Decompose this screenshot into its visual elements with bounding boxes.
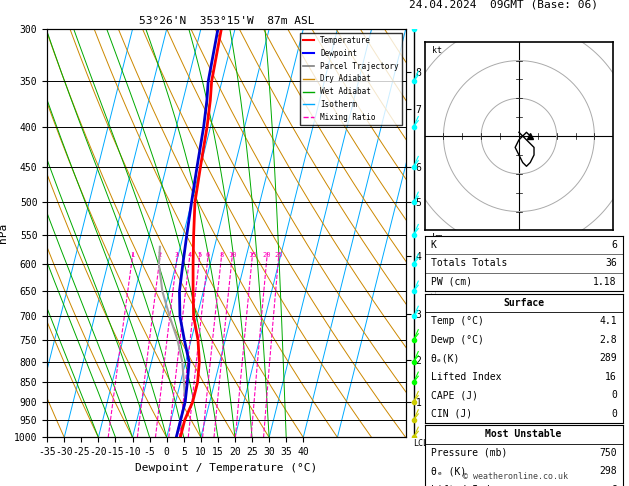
Text: 25: 25 <box>274 253 283 259</box>
Text: PW (cm): PW (cm) <box>430 277 472 287</box>
Text: Surface: Surface <box>503 298 544 308</box>
Text: 20: 20 <box>262 253 271 259</box>
Text: CIN (J): CIN (J) <box>430 409 472 418</box>
Text: 298: 298 <box>599 467 617 476</box>
Text: 3: 3 <box>175 253 179 259</box>
Title: 53°26'N  353°15'W  87m ASL: 53°26'N 353°15'W 87m ASL <box>138 16 314 26</box>
Text: Temp (°C): Temp (°C) <box>430 316 484 326</box>
Text: 2: 2 <box>158 253 162 259</box>
Text: 15: 15 <box>248 253 257 259</box>
Text: Mixing Ratio (g/kg): Mixing Ratio (g/kg) <box>430 247 439 342</box>
Text: 750: 750 <box>599 448 617 458</box>
Text: 5: 5 <box>198 253 201 259</box>
Text: Totals Totals: Totals Totals <box>430 259 507 268</box>
Y-axis label: km
ASL: km ASL <box>429 233 447 255</box>
Text: 6: 6 <box>611 240 617 250</box>
Text: 8: 8 <box>611 485 617 486</box>
Text: θₑ(K): θₑ(K) <box>430 353 460 363</box>
Text: 16: 16 <box>605 372 617 382</box>
Text: LCL: LCL <box>413 439 428 449</box>
Text: Lifted Index: Lifted Index <box>430 372 501 382</box>
Text: 0: 0 <box>611 409 617 418</box>
Text: 24.04.2024  09GMT (Base: 06): 24.04.2024 09GMT (Base: 06) <box>409 0 598 10</box>
X-axis label: Dewpoint / Temperature (°C): Dewpoint / Temperature (°C) <box>135 463 318 473</box>
Text: Dewp (°C): Dewp (°C) <box>430 335 484 345</box>
Text: 36: 36 <box>605 259 617 268</box>
Text: Lifted Index: Lifted Index <box>430 485 501 486</box>
Text: 289: 289 <box>599 353 617 363</box>
Text: 4: 4 <box>187 253 192 259</box>
Text: 1: 1 <box>130 253 135 259</box>
Text: K: K <box>430 240 437 250</box>
Text: 0: 0 <box>611 390 617 400</box>
Text: 10: 10 <box>228 253 237 259</box>
Text: 1.18: 1.18 <box>593 277 617 287</box>
Text: © weatheronline.co.uk: © weatheronline.co.uk <box>464 472 568 481</box>
Text: Pressure (mb): Pressure (mb) <box>430 448 507 458</box>
Text: 8: 8 <box>219 253 223 259</box>
Text: 6: 6 <box>206 253 210 259</box>
Text: 4.1: 4.1 <box>599 316 617 326</box>
Y-axis label: hPa: hPa <box>0 223 8 243</box>
Text: θₑ (K): θₑ (K) <box>430 467 465 476</box>
Text: CAPE (J): CAPE (J) <box>430 390 477 400</box>
Text: 2.8: 2.8 <box>599 335 617 345</box>
Text: kt: kt <box>432 46 442 55</box>
Text: Most Unstable: Most Unstable <box>486 430 562 439</box>
Legend: Temperature, Dewpoint, Parcel Trajectory, Dry Adiabat, Wet Adiabat, Isotherm, Mi: Temperature, Dewpoint, Parcel Trajectory… <box>299 33 402 125</box>
